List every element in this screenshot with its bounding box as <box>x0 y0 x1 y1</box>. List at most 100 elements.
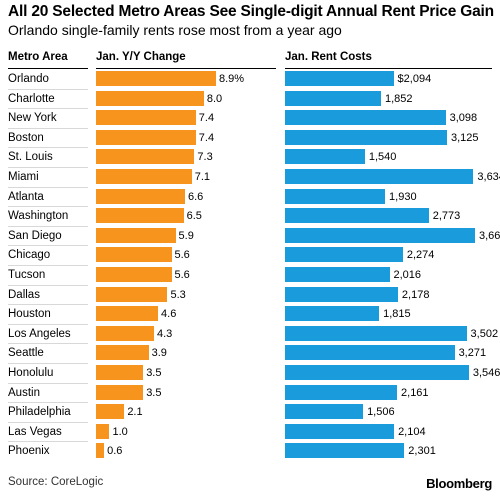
row-separator <box>8 265 88 266</box>
rent-value-los-angeles: 3,502 <box>470 327 499 340</box>
change-value-seattle: 3.9 <box>151 347 167 360</box>
row-separator <box>8 343 88 345</box>
row-separator <box>8 186 88 188</box>
rent-value-honolulu: 3,546 <box>472 367 500 379</box>
rent-value-charlotte: 1,852 <box>385 92 413 105</box>
metro-label-charlotte: Charlotte <box>8 92 55 105</box>
rent-bar-atlanta <box>285 188 386 204</box>
metro-label-seattle: Seattle <box>8 347 44 360</box>
header-rule-metro <box>8 68 88 69</box>
bloomberg-logo: Bloomberg <box>426 476 492 491</box>
rent-value-austin: 2,161 <box>401 386 429 399</box>
rent-value-new-york: 3,098 <box>449 112 478 125</box>
change-bar-houston <box>96 306 159 322</box>
row-separator <box>8 323 88 325</box>
rent-bar-las-vegas <box>285 423 395 439</box>
rent-value-orlando: $2,094 <box>397 73 432 85</box>
change-value-new-york: 7.4 <box>198 112 215 125</box>
rent-value-tucson: 2,016 <box>393 269 422 281</box>
row-separator <box>8 441 88 443</box>
rent-bar-new-york <box>285 110 446 126</box>
rent-value-atlanta: 1,930 <box>389 190 417 203</box>
chart-subtitle: Orlando single-family rents rose most fr… <box>8 22 342 38</box>
change-value-phoenix: 0.6 <box>107 445 123 458</box>
metro-label-phoenix: Phoenix <box>8 445 50 458</box>
metro-label-honolulu: Honolulu <box>8 367 54 379</box>
row-separator <box>8 402 88 404</box>
change-bar-las-vegas <box>96 423 110 439</box>
source-note: Source: CoreLogic <box>8 476 104 488</box>
metro-label-atlanta: Atlanta <box>8 190 44 203</box>
change-value-los-angeles: 4.3 <box>156 327 173 340</box>
row-separator <box>8 108 88 110</box>
rent-value-washington: 2,773 <box>432 210 461 223</box>
metro-label-tucson: Tucson <box>8 269 46 281</box>
row-separator <box>8 225 88 227</box>
change-bar-phoenix <box>96 443 105 459</box>
change-bar-chicago <box>96 247 172 263</box>
change-value-st-louis: 7.3 <box>197 151 213 164</box>
change-bar-washington <box>96 208 184 224</box>
metro-area-header: Metro Area <box>8 51 68 63</box>
change-value-chicago: 5.6 <box>174 249 190 262</box>
rent-value-phoenix: 2,301 <box>408 445 436 458</box>
metro-label-los-angeles: Los Angeles <box>8 327 71 340</box>
change-bar-charlotte <box>96 90 204 106</box>
rent-bar-san-diego <box>285 227 475 243</box>
row-separator <box>8 127 88 129</box>
change-bar-san-diego <box>96 227 176 243</box>
change-value-miami: 7.1 <box>194 171 211 183</box>
change-bar-tucson <box>96 267 172 282</box>
change-bar-philadelphia <box>96 404 125 420</box>
rent-bar-washington <box>285 208 429 224</box>
rent-bar-philadelphia <box>285 404 364 420</box>
rent-value-las-vegas: 2,104 <box>398 425 426 438</box>
row-separator <box>8 88 88 90</box>
metro-label-austin: Austin <box>8 386 40 399</box>
rent-value-dallas: 2,178 <box>401 288 430 301</box>
change-value-tucson: 5.6 <box>174 269 190 281</box>
change-value-washington: 6.5 <box>186 210 202 223</box>
rent-value-san-diego: 3,665 <box>479 229 500 242</box>
change-bar-austin <box>96 384 144 400</box>
rent-value-boston: 3,125 <box>451 131 479 144</box>
change-bar-dallas <box>96 286 168 302</box>
rent-costs-header: Jan. Rent Costs <box>285 51 372 63</box>
change-value-charlotte: 8.0 <box>206 92 223 105</box>
change-value-austin: 3.5 <box>146 386 162 399</box>
row-separator <box>8 421 88 423</box>
change-value-philadelphia: 2.1 <box>127 406 143 419</box>
rent-bar-st-louis <box>285 149 365 165</box>
metro-label-houston: Houston <box>8 308 51 321</box>
header-rule-change <box>96 68 276 69</box>
chart-title: All 20 Selected Metro Areas See Single-d… <box>8 3 494 20</box>
rent-bar-austin <box>285 384 398 400</box>
metro-label-chicago: Chicago <box>8 249 51 262</box>
change-bar-miami <box>96 169 192 184</box>
metro-label-st-louis: St. Louis <box>8 151 53 164</box>
row-separator <box>8 206 88 208</box>
change-value-dallas: 5.3 <box>170 288 186 301</box>
change-value-honolulu: 3.5 <box>146 367 162 379</box>
rent-bar-seattle <box>285 345 455 361</box>
rent-bar-miami <box>285 169 474 184</box>
metro-label-las-vegas: Las Vegas <box>8 425 62 438</box>
metro-label-boston: Boston <box>8 131 44 144</box>
row-separator <box>8 245 88 247</box>
metro-label-san-diego: San Diego <box>8 229 62 242</box>
header-rule-rent <box>285 68 492 69</box>
yoy-change-header: Jan. Y/Y Change <box>96 51 186 63</box>
rent-value-st-louis: 1,540 <box>368 151 397 164</box>
change-value-houston: 4.6 <box>161 308 177 321</box>
rent-bar-chicago <box>285 247 403 263</box>
rent-bar-phoenix <box>285 443 405 459</box>
change-bar-st-louis <box>96 149 195 165</box>
change-value-atlanta: 6.6 <box>187 190 204 203</box>
change-bar-new-york <box>96 110 196 126</box>
change-bar-seattle <box>96 345 149 361</box>
metro-label-orlando: Orlando <box>8 73 49 85</box>
rent-bar-charlotte <box>285 90 381 106</box>
change-bar-los-angeles <box>96 325 154 341</box>
rent-bar-honolulu <box>285 365 469 380</box>
rent-value-houston: 1,815 <box>383 308 411 321</box>
